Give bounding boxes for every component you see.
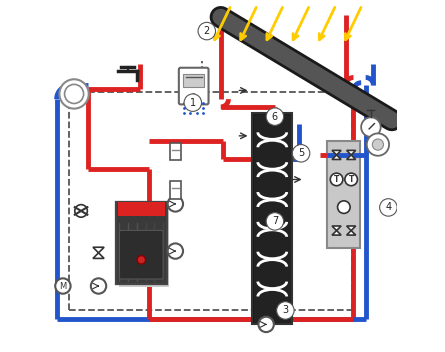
Text: M: M: [59, 282, 67, 290]
Bar: [183, 74, 204, 87]
Circle shape: [137, 256, 146, 264]
Circle shape: [277, 302, 294, 319]
Text: T: T: [348, 175, 354, 184]
Text: 5: 5: [298, 148, 304, 158]
Bar: [118, 202, 165, 216]
Circle shape: [91, 278, 106, 294]
Circle shape: [380, 199, 397, 216]
Circle shape: [168, 196, 183, 212]
Polygon shape: [347, 150, 356, 155]
Circle shape: [338, 201, 350, 213]
Circle shape: [372, 139, 384, 150]
Circle shape: [345, 173, 357, 186]
Circle shape: [184, 94, 202, 111]
Circle shape: [60, 79, 89, 109]
Polygon shape: [93, 253, 104, 258]
Circle shape: [266, 213, 283, 230]
Text: 2: 2: [204, 26, 210, 36]
Polygon shape: [347, 155, 356, 159]
Circle shape: [367, 133, 389, 156]
FancyBboxPatch shape: [179, 68, 209, 105]
Polygon shape: [332, 226, 341, 231]
Circle shape: [266, 108, 283, 125]
Circle shape: [65, 84, 84, 103]
Polygon shape: [347, 226, 356, 231]
Bar: [327, 141, 360, 247]
Circle shape: [330, 173, 343, 186]
Bar: [116, 202, 166, 284]
Polygon shape: [332, 150, 341, 155]
Text: 1: 1: [190, 98, 196, 108]
Text: 4: 4: [385, 202, 392, 212]
Circle shape: [55, 278, 71, 294]
Text: 3: 3: [282, 306, 288, 315]
Bar: [170, 181, 181, 199]
FancyBboxPatch shape: [119, 231, 163, 279]
Polygon shape: [332, 155, 341, 159]
Bar: [170, 143, 181, 160]
Polygon shape: [332, 231, 341, 235]
Bar: [116, 202, 166, 284]
Circle shape: [168, 243, 183, 259]
Text: 7: 7: [272, 216, 278, 226]
Bar: [252, 113, 292, 325]
Circle shape: [259, 317, 274, 332]
Polygon shape: [347, 231, 356, 235]
Circle shape: [361, 117, 381, 137]
Bar: [116, 202, 166, 284]
Circle shape: [192, 93, 196, 97]
Bar: [119, 205, 170, 287]
Polygon shape: [93, 247, 104, 253]
Circle shape: [198, 22, 215, 40]
Text: T: T: [334, 175, 339, 184]
Circle shape: [292, 145, 310, 162]
Bar: [254, 115, 291, 323]
Text: 6: 6: [272, 112, 278, 122]
